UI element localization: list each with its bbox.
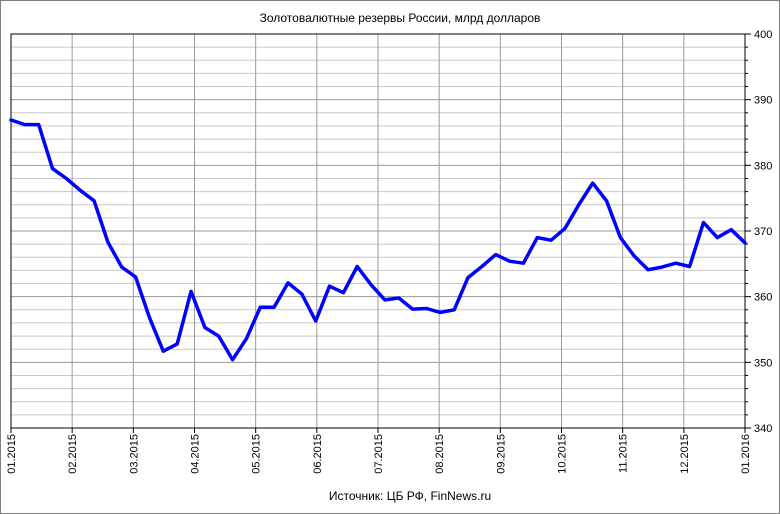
- data-point: [355, 264, 359, 268]
- y-tick-label: 370: [754, 226, 772, 238]
- data-point: [729, 228, 733, 232]
- data-point: [78, 188, 82, 192]
- source-note: Источник: ЦБ РФ, FinNews.ru: [329, 489, 491, 503]
- data-point: [341, 291, 345, 295]
- data-point: [424, 306, 428, 310]
- x-tick-label: 09.2015: [495, 434, 507, 474]
- series-group: [9, 118, 747, 362]
- data-point: [64, 176, 68, 180]
- data-point: [258, 305, 262, 309]
- x-tick-label: 04.2015: [190, 434, 202, 474]
- data-point: [203, 326, 207, 330]
- data-point: [23, 123, 27, 127]
- x-tick-label: 08.2015: [434, 434, 446, 474]
- x-tick-label: 06.2015: [312, 434, 324, 474]
- data-point: [383, 298, 387, 302]
- x-tick-label: 11.2015: [618, 434, 630, 473]
- y-tick-label: 400: [754, 29, 772, 41]
- data-point: [9, 118, 13, 122]
- data-point: [272, 305, 276, 309]
- data-point: [106, 240, 110, 244]
- data-point: [591, 181, 595, 185]
- data-point: [563, 226, 567, 230]
- data-point: [508, 259, 512, 263]
- data-point: [438, 310, 442, 314]
- data-point: [480, 264, 484, 268]
- data-point: [701, 220, 705, 224]
- x-tick-label: 01.2016: [740, 434, 752, 474]
- data-point: [535, 236, 539, 240]
- data-point: [605, 199, 609, 203]
- data-point: [37, 123, 41, 127]
- chart-title: Золотовалютные резервы России, млрд долл…: [260, 11, 541, 25]
- data-point: [328, 284, 332, 288]
- data-point: [632, 254, 636, 258]
- data-point: [92, 199, 96, 203]
- data-point: [674, 261, 678, 265]
- data-point: [618, 236, 622, 240]
- x-tick-label: 05.2015: [251, 434, 263, 474]
- x-tick-label: 12.2015: [679, 434, 691, 474]
- data-point: [743, 241, 747, 245]
- data-point: [231, 358, 235, 362]
- data-point: [134, 275, 138, 279]
- data-point: [466, 276, 470, 280]
- data-point: [314, 319, 318, 323]
- y-tick-label: 380: [754, 160, 772, 172]
- x-tick-label: 10.2015: [557, 434, 569, 474]
- data-point: [397, 296, 401, 300]
- data-point: [300, 292, 304, 296]
- y-tick-label: 390: [754, 95, 772, 107]
- data-point: [577, 203, 581, 207]
- data-point: [189, 289, 193, 293]
- x-tick-label: 03.2015: [128, 434, 140, 474]
- data-point: [549, 238, 553, 242]
- y-tick-label: 350: [754, 357, 772, 369]
- data-point: [175, 342, 179, 346]
- data-point: [521, 261, 525, 265]
- chart-grid: [10, 33, 746, 429]
- data-point: [244, 337, 248, 341]
- data-point: [369, 283, 373, 287]
- x-tick-label: 02.2015: [67, 434, 79, 474]
- data-point: [161, 349, 165, 353]
- data-point: [51, 167, 55, 171]
- data-point: [147, 316, 151, 320]
- x-tick-label: 01.2015: [6, 434, 18, 474]
- data-point: [646, 268, 650, 272]
- axis-ticks: 340 350 360 370 380 390 400 01.2015 02.2015 03.20…: [6, 29, 772, 474]
- y-tick-label: 340: [754, 423, 772, 435]
- y-tick-label: 360: [754, 292, 772, 304]
- reserves-series-line: [9, 118, 747, 362]
- data-point: [660, 265, 664, 269]
- data-point: [120, 265, 124, 269]
- x-tick-label: 07.2015: [373, 434, 385, 474]
- data-point: [494, 253, 498, 257]
- data-point: [217, 334, 221, 338]
- data-point: [452, 308, 456, 312]
- data-point: [715, 236, 719, 240]
- data-point: [286, 281, 290, 285]
- data-point: [411, 307, 415, 311]
- data-point: [688, 264, 692, 268]
